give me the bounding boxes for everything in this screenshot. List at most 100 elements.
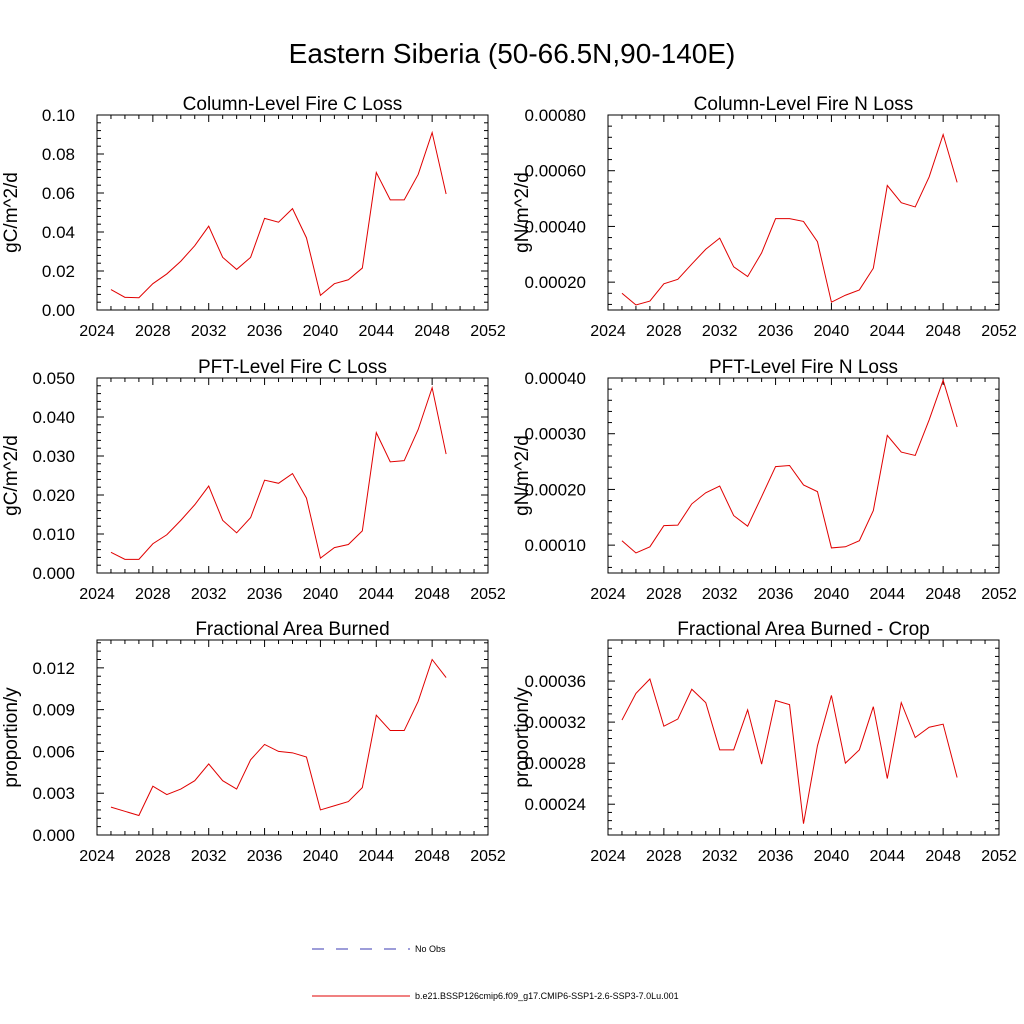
y-tick-label: 0.050 xyxy=(32,369,75,388)
y-tick-label: 0.04 xyxy=(42,223,75,242)
x-tick-label: 2036 xyxy=(247,323,283,340)
x-tick-label: 2052 xyxy=(981,586,1017,603)
y-tick-label: 0.08 xyxy=(42,145,75,164)
x-tick-label: 2024 xyxy=(590,586,626,603)
y-tick-label: 0.00036 xyxy=(525,672,586,691)
y-tick-label: 0.00 xyxy=(42,301,75,320)
y-tick-label: 0.06 xyxy=(42,184,75,203)
x-tick-label: 2052 xyxy=(470,848,506,865)
x-tick-label: 2036 xyxy=(247,848,283,865)
y-tick-label: 0.00040 xyxy=(525,217,586,236)
y-tick-label: 0.010 xyxy=(32,525,75,544)
x-tick-label: 2052 xyxy=(981,323,1017,340)
x-tick-label: 2028 xyxy=(646,323,682,340)
x-tick-label: 2028 xyxy=(646,848,682,865)
chart-panel: Column-Level Fire C Loss gC/m^2/d 2024 2028… xyxy=(1,94,506,340)
panel-title: Column-Level Fire C Loss xyxy=(183,94,403,115)
x-tick-label: 2032 xyxy=(702,848,738,865)
plot-frame xyxy=(96,377,489,574)
x-tick-label: 2024 xyxy=(79,323,115,340)
x-tick-label: 2048 xyxy=(925,848,961,865)
x-tick-label: 2028 xyxy=(135,586,171,603)
x-tick-label: 2048 xyxy=(925,586,961,603)
y-tick-label: 0.02 xyxy=(42,262,75,281)
y-tick-label: 0.040 xyxy=(32,408,75,427)
y-tick-label: 0.00010 xyxy=(525,536,586,555)
y-tick-label: 0.003 xyxy=(32,784,75,803)
y-tick-label: 0.00024 xyxy=(525,795,586,814)
x-tick-label: 2048 xyxy=(414,586,450,603)
x-tick-label: 2032 xyxy=(702,323,738,340)
x-tick-label: 2048 xyxy=(414,323,450,340)
x-tick-label: 2024 xyxy=(590,848,626,865)
plot-frame xyxy=(96,114,489,311)
y-axis-label: gC/m^2/d xyxy=(1,172,22,253)
x-tick-label: 2028 xyxy=(646,586,682,603)
y-tick-label: 0.020 xyxy=(32,486,75,505)
series-line xyxy=(621,132,958,306)
x-tick-label: 2032 xyxy=(702,586,738,603)
x-tick-label: 2024 xyxy=(79,586,115,603)
y-axis-label: gN/m^2/d xyxy=(512,435,533,516)
plot-frame xyxy=(607,639,1000,836)
x-tick-label: 2040 xyxy=(303,848,339,865)
y-tick-label: 0.00030 xyxy=(525,425,586,444)
x-tick-label: 2044 xyxy=(869,323,905,340)
chart-panel: Column-Level Fire N Loss gN/m^2/d 2024 2028… xyxy=(512,94,1017,340)
y-tick-label: 0.012 xyxy=(32,659,75,678)
y-axis-label: proportion/y xyxy=(512,687,533,788)
series-line xyxy=(110,130,447,299)
x-tick-label: 2040 xyxy=(814,323,850,340)
x-tick-label: 2036 xyxy=(247,586,283,603)
x-tick-label: 2040 xyxy=(303,323,339,340)
series-line xyxy=(621,378,958,554)
y-tick-label: 0.10 xyxy=(42,106,75,125)
chart-panel: Fractional Area Burned proportion/y 2024 20… xyxy=(1,619,506,865)
series-line xyxy=(110,385,447,560)
x-tick-label: 2028 xyxy=(135,323,171,340)
x-tick-label: 2032 xyxy=(191,323,227,340)
chart-panel: PFT-Level Fire C Loss gC/m^2/d 2024 2028 203… xyxy=(1,357,506,603)
x-tick-label: 2040 xyxy=(814,586,850,603)
y-tick-label: 0.030 xyxy=(32,447,75,466)
x-tick-label: 2052 xyxy=(470,586,506,603)
y-tick-label: 0.00040 xyxy=(525,369,586,388)
panel-title: Fractional Area Burned - Crop xyxy=(677,619,929,640)
x-tick-label: 2048 xyxy=(414,848,450,865)
x-tick-label: 2044 xyxy=(358,586,394,603)
x-tick-label: 2048 xyxy=(925,323,961,340)
x-tick-label: 2044 xyxy=(869,586,905,603)
x-tick-label: 2024 xyxy=(79,848,115,865)
y-axis-label: gC/m^2/d xyxy=(1,435,22,516)
x-tick-label: 2032 xyxy=(191,848,227,865)
y-tick-label: 0.000 xyxy=(32,826,75,845)
x-tick-label: 2036 xyxy=(758,323,794,340)
y-tick-label: 0.00060 xyxy=(525,162,586,181)
x-tick-label: 2040 xyxy=(814,848,850,865)
y-tick-label: 0.00020 xyxy=(525,480,586,499)
x-tick-label: 2044 xyxy=(869,848,905,865)
y-tick-label: 0.009 xyxy=(32,701,75,720)
panel-title: Column-Level Fire N Loss xyxy=(694,94,914,115)
panel-title: Fractional Area Burned xyxy=(195,619,389,640)
x-tick-label: 2044 xyxy=(358,848,394,865)
x-tick-label: 2052 xyxy=(981,848,1017,865)
y-tick-label: 0.00020 xyxy=(525,273,586,292)
panel-title: PFT-Level Fire C Loss xyxy=(198,357,387,378)
chart-panel: Fractional Area Burned - Crop proportion/… xyxy=(512,619,1017,865)
x-tick-label: 2044 xyxy=(358,323,394,340)
plot-frame xyxy=(607,377,1000,574)
series-line xyxy=(621,678,958,824)
x-tick-label: 2040 xyxy=(303,586,339,603)
chart-panel: PFT-Level Fire N Loss gN/m^2/d 2024 2028 203… xyxy=(512,357,1017,603)
x-tick-label: 2036 xyxy=(758,586,794,603)
y-tick-label: 0.000 xyxy=(32,564,75,583)
y-tick-label: 0.00080 xyxy=(525,106,586,125)
y-tick-label: 0.006 xyxy=(32,742,75,761)
x-tick-label: 2036 xyxy=(758,848,794,865)
y-tick-label: 0.00028 xyxy=(525,754,586,773)
series-line xyxy=(110,658,447,817)
x-tick-label: 2028 xyxy=(135,848,171,865)
x-tick-label: 2052 xyxy=(470,323,506,340)
